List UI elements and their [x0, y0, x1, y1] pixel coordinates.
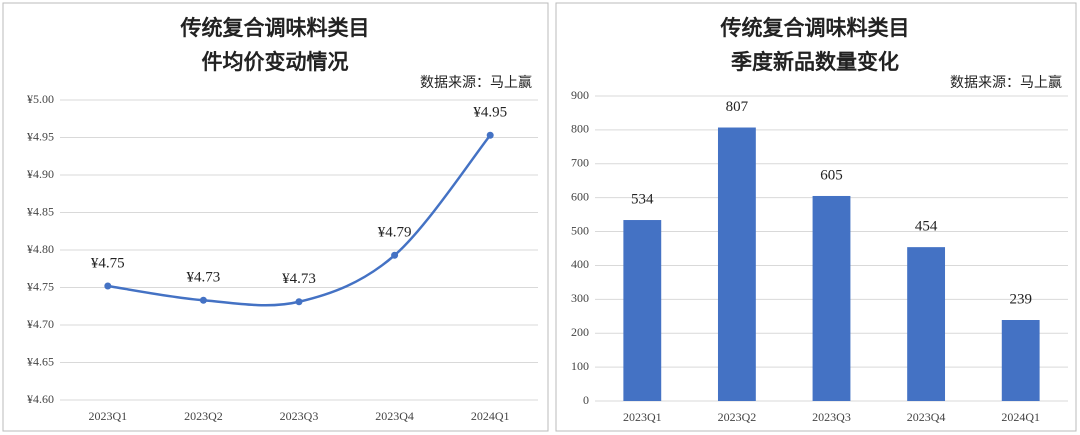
- x-tick-label: 2024Q1: [1001, 410, 1040, 424]
- bar: [907, 247, 946, 401]
- chart-title: 传统复合调味料类目: [720, 16, 910, 40]
- x-tick-label: 2023Q3: [812, 410, 851, 424]
- point: [104, 282, 112, 290]
- y-tick-label: 600: [571, 189, 589, 203]
- y-tick-label: ¥5.00: [27, 92, 54, 106]
- value-label: ¥4.73: [282, 271, 316, 287]
- x-tick-label: 2023Q2: [184, 409, 223, 423]
- x-tick-label: 2023Q4: [375, 409, 414, 423]
- y-tick-label: ¥4.85: [27, 204, 54, 218]
- y-tick-label: ¥4.70: [27, 317, 54, 331]
- point: [391, 251, 399, 259]
- y-tick-label: 900: [571, 88, 589, 102]
- value-label: ¥4.73: [187, 270, 221, 286]
- x-tick-label: 2023Q1: [88, 409, 127, 423]
- y-tick-label: 400: [571, 257, 589, 271]
- y-tick-label: ¥4.75: [27, 279, 54, 293]
- y-tick-label: 100: [571, 359, 589, 373]
- value-label: 534: [631, 191, 654, 207]
- y-tick-label: ¥4.80: [27, 242, 54, 256]
- source-note: 数据来源：马上赢: [420, 74, 532, 91]
- y-tick-label: 0: [583, 393, 589, 407]
- value-label: ¥4.75: [91, 255, 125, 271]
- x-tick-label: 2023Q4: [907, 410, 946, 424]
- y-tick-label: 200: [571, 325, 589, 339]
- value-label: 454: [915, 219, 938, 235]
- value-label: ¥4.79: [378, 225, 412, 241]
- y-tick-label: ¥4.95: [27, 129, 54, 143]
- x-tick-label: 2024Q1: [471, 409, 510, 423]
- value-label: 239: [1009, 291, 1032, 307]
- source-note: 数据来源：马上赢: [950, 74, 1062, 91]
- bar: [623, 220, 662, 401]
- x-tick-label: 2023Q3: [280, 409, 319, 423]
- bar: [1001, 320, 1040, 401]
- value-label: 605: [820, 167, 843, 183]
- chart-title: 传统复合调味料类目: [180, 16, 370, 40]
- y-tick-label: 500: [571, 223, 589, 237]
- point: [486, 131, 494, 139]
- y-tick-label: 300: [571, 291, 589, 305]
- chart-title: 件均价变动情况: [202, 50, 349, 74]
- bar: [717, 127, 756, 402]
- y-tick-label: ¥4.60: [27, 392, 54, 406]
- value-label: ¥4.95: [473, 105, 507, 121]
- y-tick-label: ¥4.65: [27, 354, 54, 368]
- y-tick-label: ¥4.90: [27, 167, 54, 181]
- point: [199, 296, 207, 304]
- y-tick-label: 800: [571, 122, 589, 136]
- chart-title: 季度新品数量变化: [731, 50, 899, 74]
- value-label: 807: [726, 99, 749, 115]
- x-tick-label: 2023Q2: [718, 410, 757, 424]
- line: [107, 134, 492, 307]
- point: [295, 298, 303, 306]
- x-tick-label: 2023Q1: [623, 410, 662, 424]
- panel-frame: [555, 2, 1077, 432]
- panel-frame: [2, 2, 549, 432]
- bar: [812, 195, 851, 401]
- y-tick-label: 700: [571, 156, 589, 170]
